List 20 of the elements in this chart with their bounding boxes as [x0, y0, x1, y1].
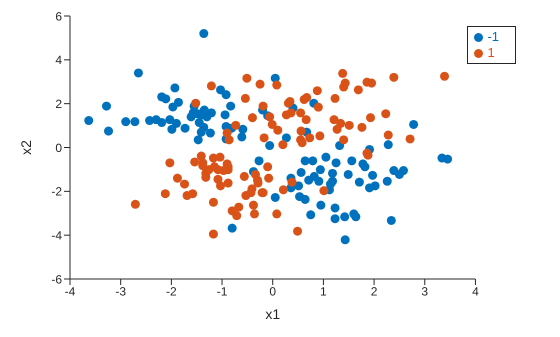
x-tick-label: -3 [115, 284, 126, 299]
x-tick-label: 2 [370, 284, 378, 299]
x-tick-label: 4 [472, 284, 480, 299]
y-axis-title: x2 [18, 140, 34, 155]
legend-label: 1 [487, 45, 495, 60]
y-tick-label: 2 [55, 96, 62, 111]
y-tick-label: -4 [51, 228, 62, 242]
x-tick-label: -1 [216, 284, 228, 299]
y-tick-label: -2 [51, 184, 62, 199]
y-tick-label: 6 [55, 9, 62, 24]
legend-label: -1 [487, 29, 499, 44]
x-tick-label: -2 [166, 284, 178, 299]
x-tick-label: -4 [64, 284, 76, 299]
x-tick-label: 0 [269, 284, 276, 299]
y-tick-label: 4 [55, 53, 62, 68]
x-axis-title: x1 [265, 306, 280, 322]
y-tick-label: -6 [51, 272, 62, 286]
x-tick-label: 1 [320, 284, 328, 299]
y-tick-label: 0 [55, 140, 62, 155]
x-tick-label: 3 [421, 284, 428, 299]
